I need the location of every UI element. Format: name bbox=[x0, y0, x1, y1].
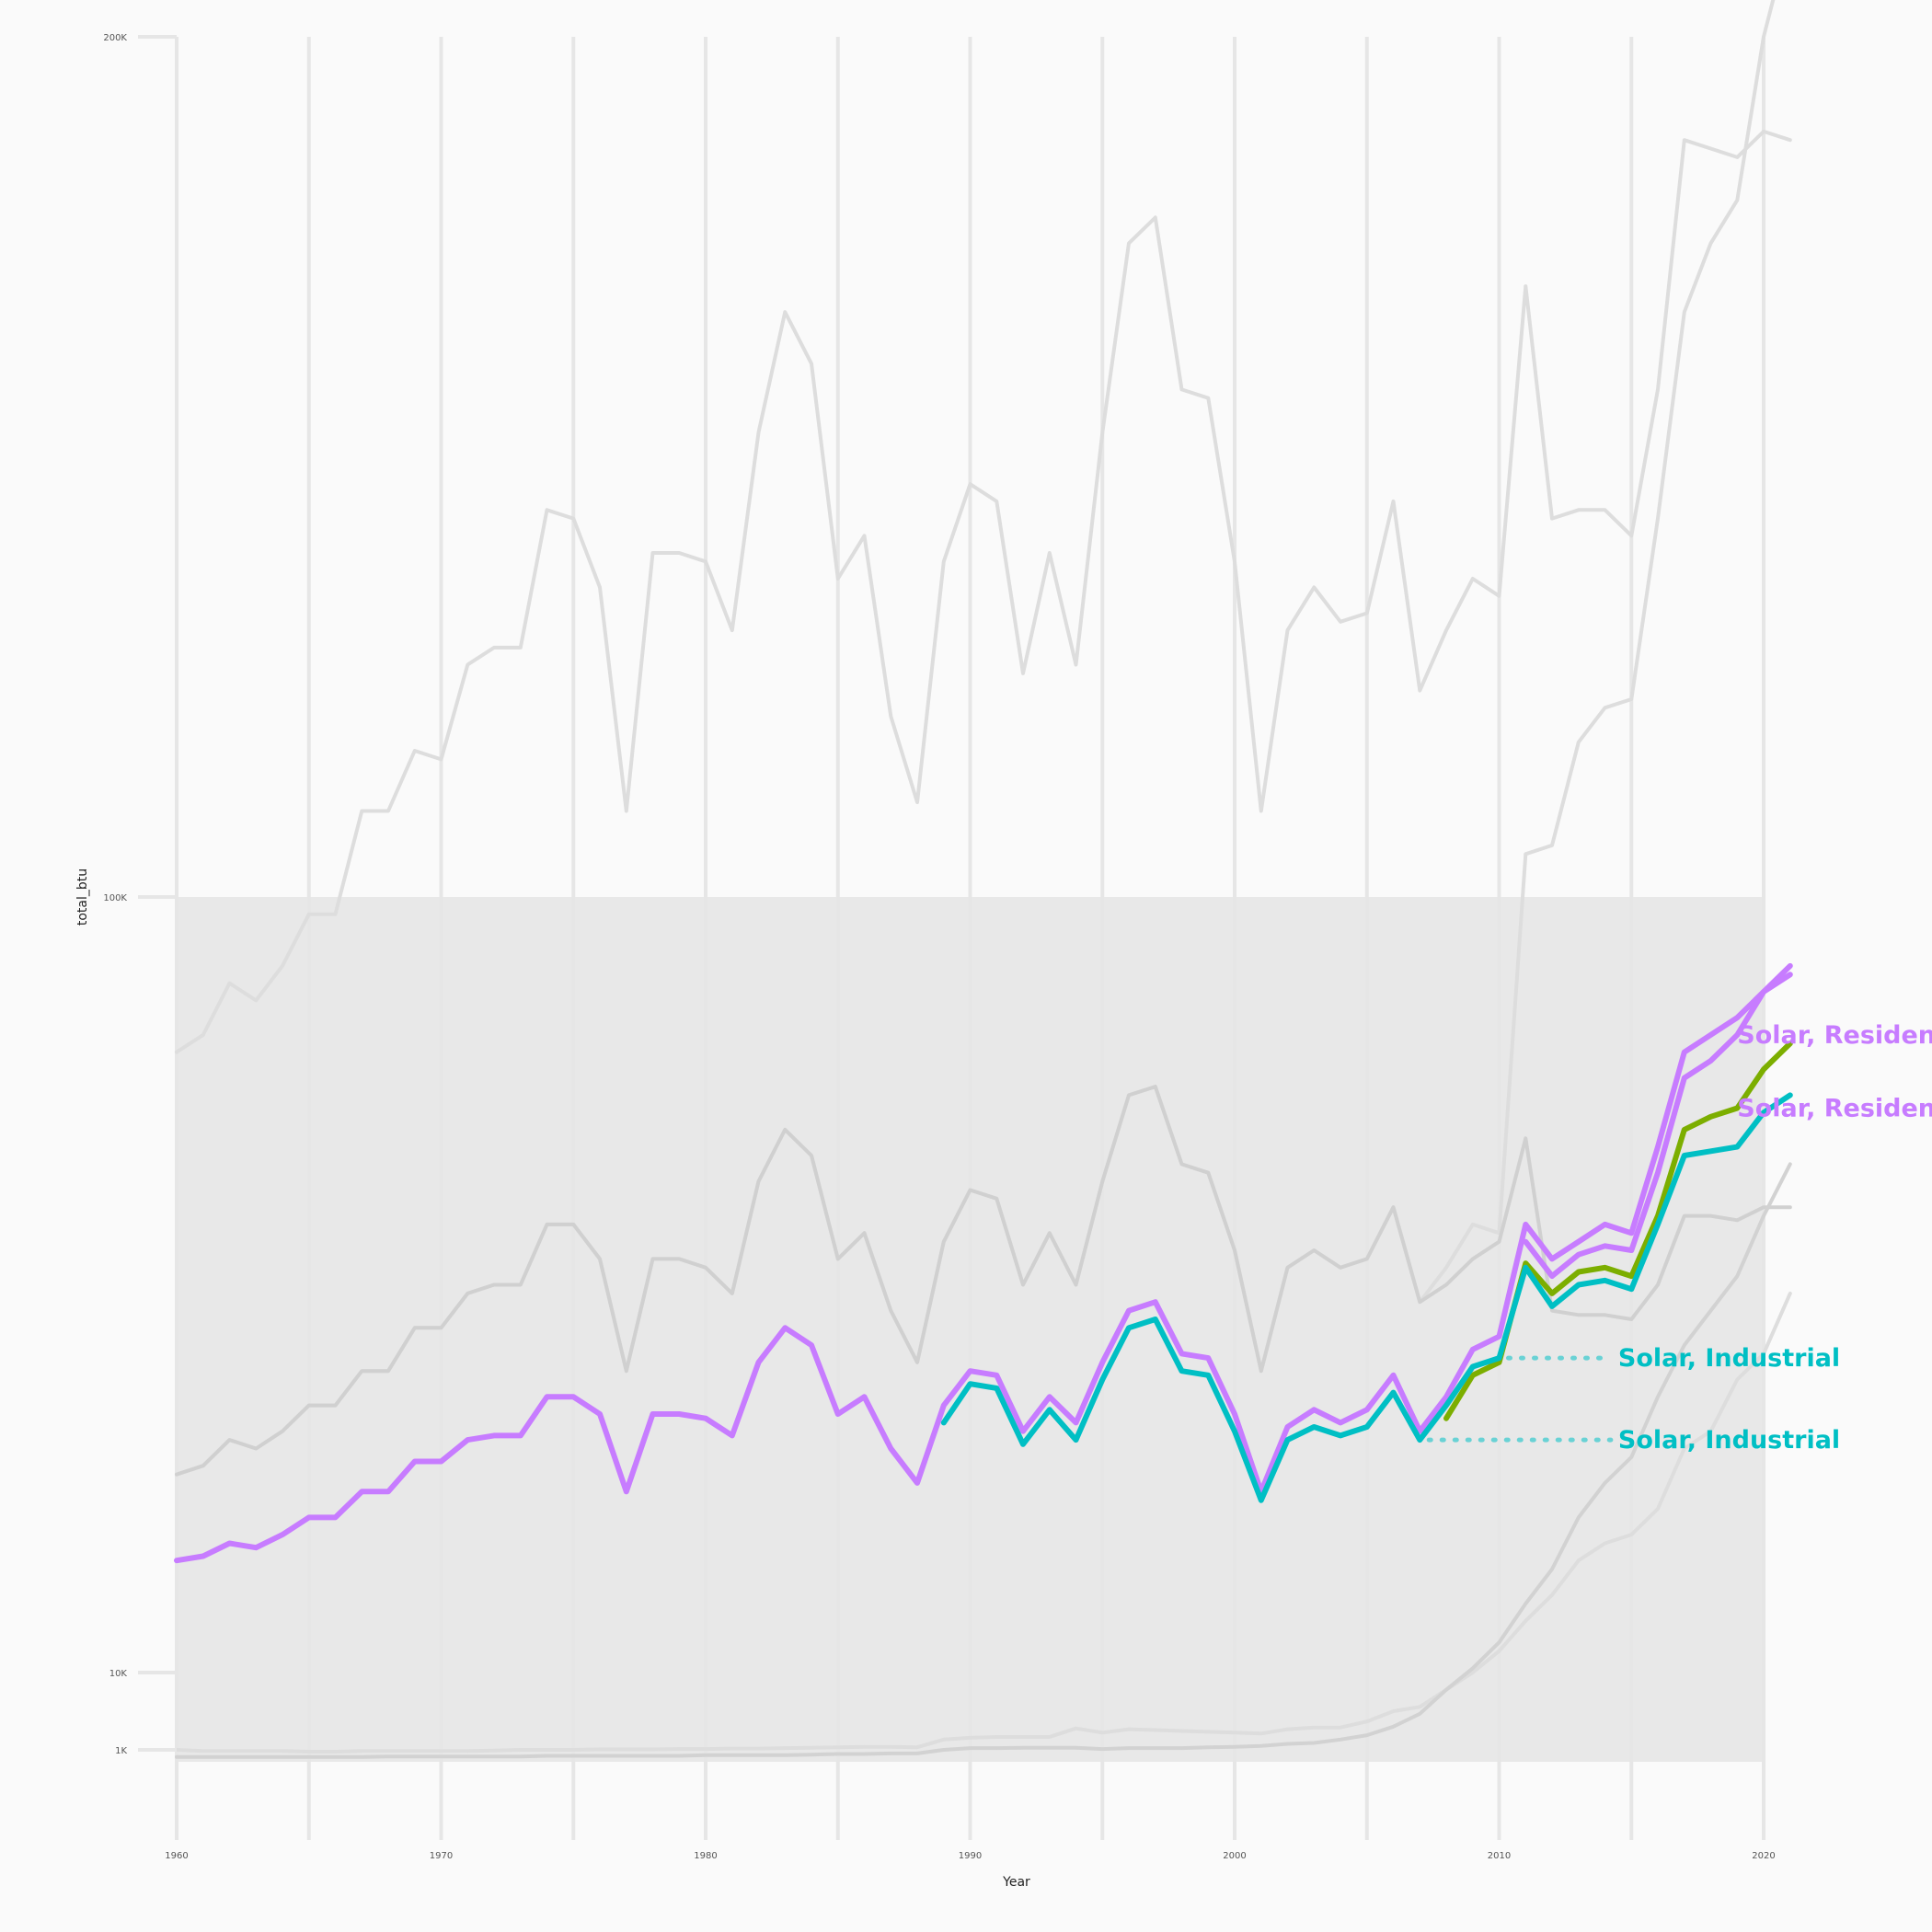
x-tick-label: 2010 bbox=[1488, 1851, 1511, 1861]
series-label: Solar, Residential bbox=[1737, 1094, 1932, 1122]
series-label: Solar, Residential bbox=[1737, 1021, 1932, 1050]
y-tick-label: 200K bbox=[103, 33, 127, 43]
label-leaders bbox=[1426, 1355, 1614, 1443]
background-series-line-3 bbox=[175, 1085, 1792, 1477]
series-label: Solar, Industrial bbox=[1618, 1344, 1840, 1373]
gridlines bbox=[175, 37, 1765, 1840]
series-labels: Solar, Residential Solar, Residential Sola… bbox=[1618, 1021, 1932, 1455]
series-line-1 bbox=[174, 962, 1793, 1564]
background-series-line-4 bbox=[175, 1291, 1792, 1754]
y-tick-label: 10K bbox=[109, 1669, 128, 1679]
series-label: Solar, Industrial bbox=[1618, 1426, 1840, 1455]
y-axis-ticks: 1K 10K 100K 200K bbox=[103, 33, 177, 1756]
series-line-4 bbox=[940, 1092, 1793, 1503]
x-tick-label: 1990 bbox=[959, 1851, 982, 1861]
x-tick-label: 1980 bbox=[694, 1851, 717, 1861]
series-line-2 bbox=[1523, 972, 1793, 1280]
x-tick-label: 1960 bbox=[165, 1851, 188, 1861]
x-tick-label: 2020 bbox=[1752, 1851, 1775, 1861]
y-tick-label: 100K bbox=[103, 893, 127, 903]
background-series-line-5 bbox=[175, 1162, 1792, 1759]
background-series bbox=[175, 0, 1792, 1759]
x-tick-label: 2000 bbox=[1223, 1851, 1246, 1861]
background-series-line-1 bbox=[175, 129, 1792, 1054]
y-axis-title: total_btu bbox=[75, 868, 90, 926]
x-axis-title: Year bbox=[1002, 1875, 1030, 1890]
x-tick-label: 1970 bbox=[430, 1851, 453, 1861]
y-tick-label: 1K bbox=[115, 1746, 127, 1756]
highlighted-series bbox=[174, 962, 1793, 1564]
x-axis-ticks: 1960 1970 1980 1990 2000 2010 2020 bbox=[165, 1851, 1775, 1861]
